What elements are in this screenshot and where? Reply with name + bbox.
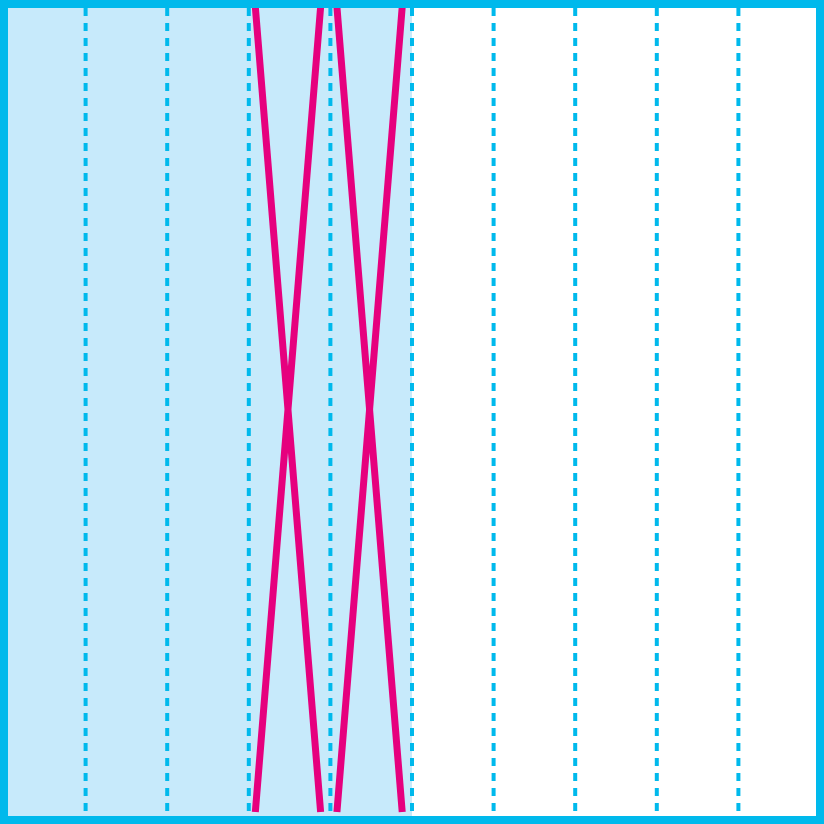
crease-line <box>333 6 406 813</box>
shaded-region <box>4 4 412 820</box>
crease-lines <box>251 6 406 813</box>
crease-line <box>251 6 325 813</box>
